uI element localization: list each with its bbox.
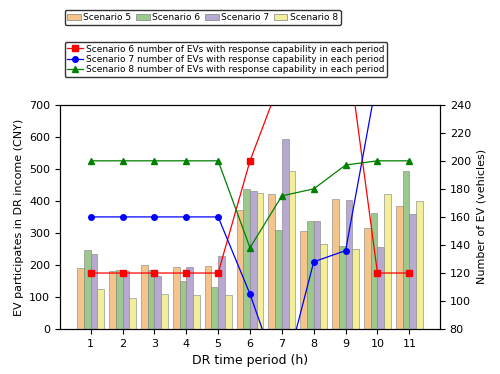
Bar — [78, 268, 84, 329]
Bar — [320, 243, 327, 329]
Bar — [416, 201, 422, 329]
Bar — [90, 254, 98, 329]
Bar — [339, 246, 345, 329]
Bar — [161, 294, 168, 329]
Bar — [268, 194, 275, 329]
X-axis label: DR time period (h): DR time period (h) — [192, 355, 308, 367]
Bar — [109, 271, 116, 329]
Bar — [141, 265, 148, 329]
Bar — [332, 199, 339, 329]
Y-axis label: EV participates in DR income (CNY): EV participates in DR income (CNY) — [14, 118, 24, 316]
Bar — [129, 298, 136, 329]
Bar — [300, 231, 307, 329]
Bar — [275, 230, 282, 329]
Bar — [250, 191, 256, 329]
Bar — [346, 200, 352, 329]
Legend: Scenario 6 number of EVs with response capability in each period, Scenario 7 num: Scenario 6 number of EVs with response c… — [64, 42, 388, 77]
Bar — [173, 267, 180, 329]
Bar — [204, 266, 212, 329]
Bar — [288, 171, 296, 329]
Bar — [218, 256, 225, 329]
Bar — [256, 193, 264, 329]
Bar — [186, 267, 193, 329]
Bar — [116, 270, 122, 329]
Bar — [193, 295, 200, 329]
Bar — [148, 270, 154, 329]
Bar — [314, 221, 320, 329]
Y-axis label: Number of EV (vehicles): Number of EV (vehicles) — [476, 149, 486, 285]
Bar — [307, 221, 314, 329]
Bar — [410, 214, 416, 329]
Bar — [402, 171, 409, 329]
Bar — [154, 276, 161, 329]
Bar — [378, 247, 384, 329]
Bar — [371, 213, 378, 329]
Bar — [84, 250, 90, 329]
Bar — [212, 288, 218, 329]
Bar — [282, 139, 288, 329]
Bar — [122, 272, 129, 329]
Bar — [225, 295, 232, 329]
Bar — [352, 249, 359, 329]
Bar — [384, 194, 391, 329]
Bar — [98, 289, 104, 329]
Bar — [396, 206, 402, 329]
Bar — [244, 189, 250, 329]
Bar — [180, 281, 186, 329]
Bar — [236, 209, 244, 329]
Bar — [364, 228, 371, 329]
